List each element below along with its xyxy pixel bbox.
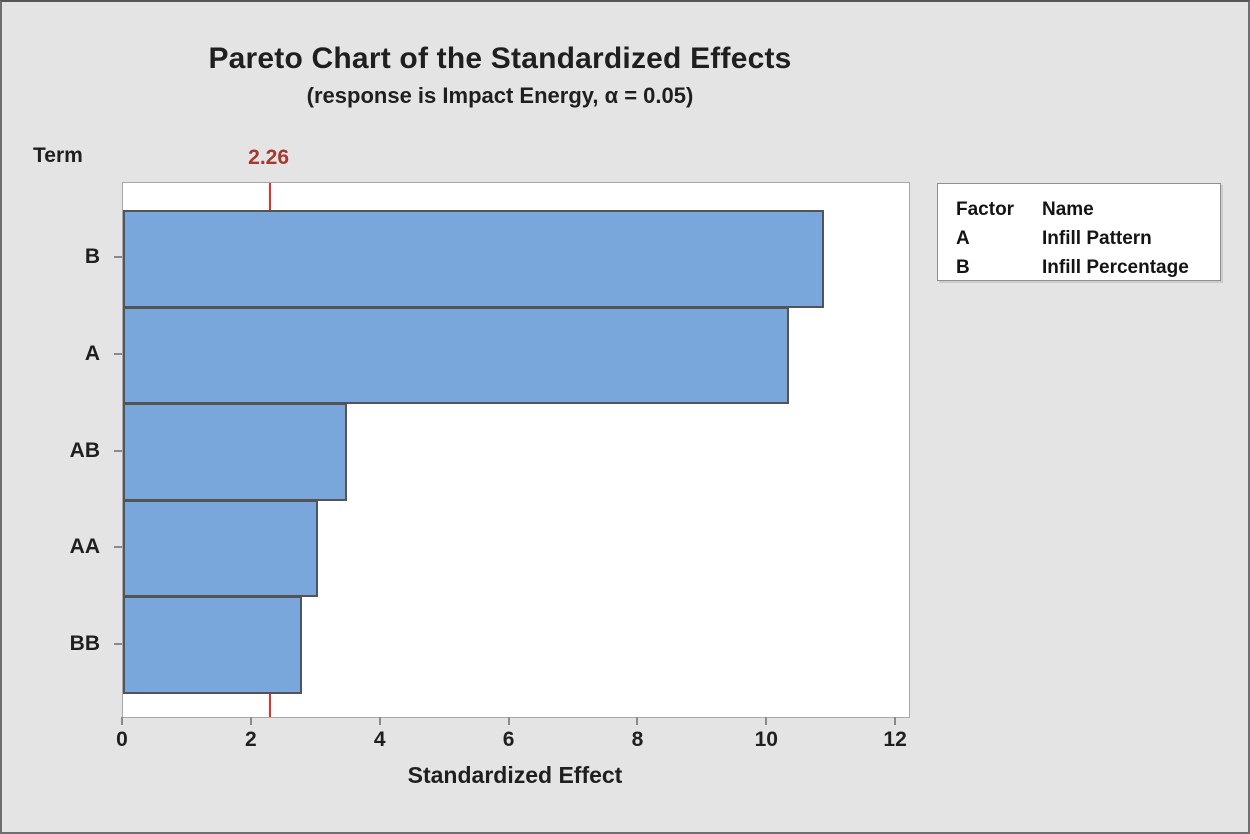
legend-name-label: Infill Percentage <box>1042 257 1189 278</box>
legend-factor-label: B <box>956 257 970 278</box>
y-tick-label-BB: BB <box>69 631 100 655</box>
y-axis-title: Term <box>33 144 83 167</box>
x-tick-label-8: 8 <box>631 728 644 751</box>
chart-subtitle: (response is Impact Energy, α = 0.05) <box>306 83 694 108</box>
x-tick-2 <box>249 717 252 725</box>
y-tick-AB <box>114 449 122 452</box>
legend-row-B: B Infill Percentage <box>956 253 1220 282</box>
x-tick-12 <box>894 717 897 725</box>
y-tick-label-AB: AB <box>69 438 100 462</box>
legend-row-A: A Infill Pattern <box>956 224 1220 253</box>
x-tick-4 <box>378 717 381 725</box>
chart-title: Pareto Chart of the Standardized Effects <box>208 42 792 75</box>
x-tick-0 <box>121 717 123 725</box>
x-tick-label-12: 12 <box>883 728 907 751</box>
bar-AA <box>123 499 318 598</box>
bar-BB <box>123 596 303 694</box>
y-tick-BB <box>114 642 122 645</box>
legend-name-label: Infill Pattern <box>1042 228 1152 249</box>
legend-header-name: Name <box>1042 199 1094 220</box>
legend-box: Factor Name A Infill Pattern B Infill Perce… <box>937 183 1221 281</box>
chart-title-block: Pareto Chart of the Standardized Effects… <box>0 42 1000 109</box>
y-tick-label-AA: AA <box>69 535 100 559</box>
y-tick-A <box>114 352 122 355</box>
plot-area <box>122 182 910 718</box>
legend-header-factor: Factor <box>956 199 1015 220</box>
x-tick-10 <box>765 717 768 725</box>
y-tick-B <box>114 256 122 259</box>
y-tick-label-B: B <box>84 245 100 269</box>
x-tick-label-6: 6 <box>502 728 515 751</box>
y-tick-AA <box>114 546 122 549</box>
reference-line-label: 2.26 <box>248 146 290 169</box>
x-tick-label-2: 2 <box>245 728 257 751</box>
x-tick-label-10: 10 <box>754 728 778 751</box>
legend-factor-label: A <box>956 228 970 249</box>
x-tick-8 <box>636 717 639 725</box>
bar-AB <box>123 403 348 501</box>
x-tick-label-0: 0 <box>116 728 128 751</box>
x-axis-title: Standardized Effect <box>407 762 623 788</box>
x-tick-6 <box>507 717 510 725</box>
y-tick-label-A: A <box>84 341 100 365</box>
bar-B <box>123 210 824 308</box>
x-tick-label-4: 4 <box>373 728 386 751</box>
legend-header-row: Factor Name <box>956 195 1220 224</box>
bar-A <box>123 306 790 405</box>
legend-rows: A Infill Pattern B Infill Percentage <box>956 224 1220 282</box>
